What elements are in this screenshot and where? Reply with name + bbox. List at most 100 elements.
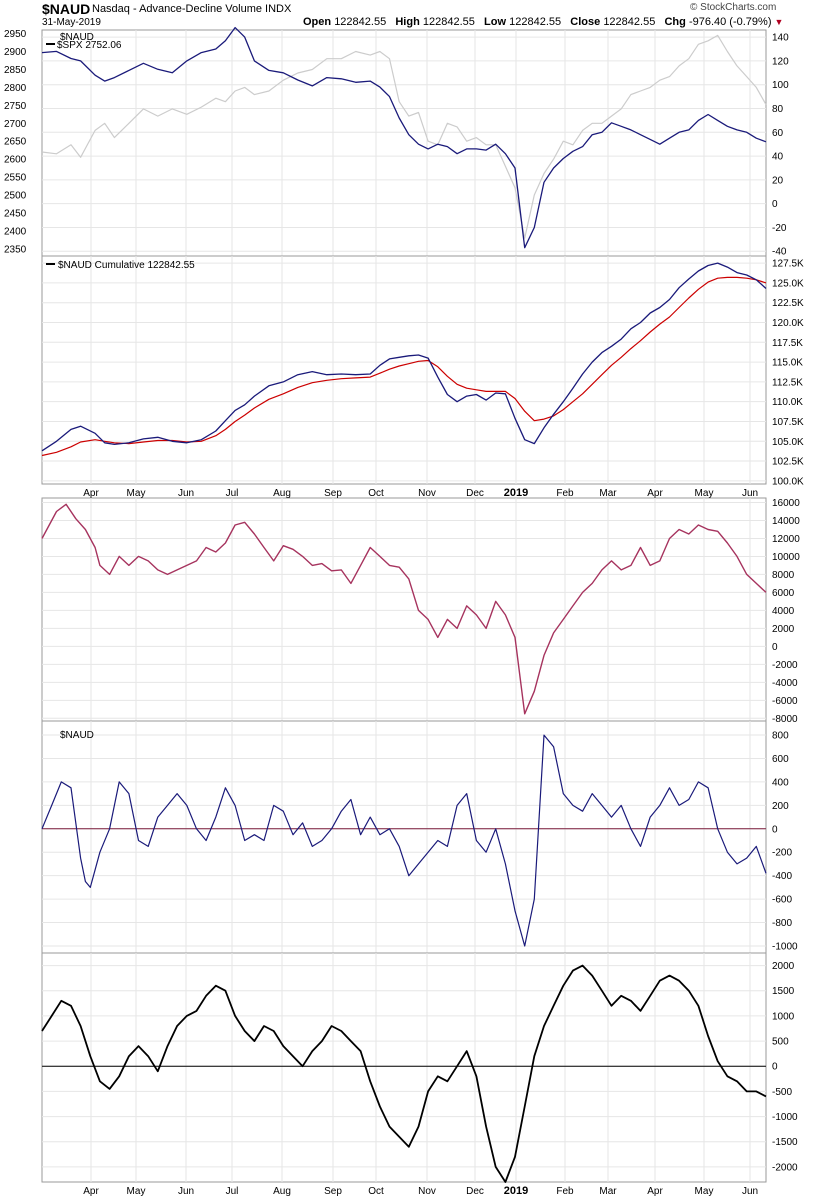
x-tick-label: Nov <box>418 488 436 499</box>
symbol-description: Nasdaq - Advance-Decline Volume INDX <box>92 3 291 15</box>
symbol-name: Nasdaq - Advance-Decline Volume <box>92 3 262 15</box>
left-tick-label: 2500 <box>4 191 27 202</box>
left-tick-label: 2900 <box>4 47 27 58</box>
x-tick-label: Dec <box>466 1186 484 1197</box>
panel-frame <box>41 497 767 722</box>
chg-value: -976.40 (-0.79%) <box>688 16 772 28</box>
right-tick-label: 12000 <box>772 534 800 545</box>
right-tick-label: 0 <box>772 199 778 210</box>
right-tick-label: 120 <box>772 56 789 67</box>
panel-cumulative: 127.5K 125.0K 122.5K 120.0K 117.5K 115.0K 112.… <box>41 255 804 487</box>
smoothed-series-line <box>41 964 767 1183</box>
x-tick-label: May <box>127 1186 146 1197</box>
x-tick-label: Sep <box>324 1186 342 1197</box>
chart-date: 31-May-2019 <box>42 17 101 28</box>
right-tick-label: 120.0K <box>772 318 804 329</box>
chart-header: $NAUD Nasdaq - Advance-Decline Volume IN… <box>0 0 820 30</box>
naud-series-line <box>41 26 767 249</box>
right-tick-label: 8000 <box>772 570 795 581</box>
left-tick-label: 2850 <box>4 65 27 76</box>
right-tick-label: 2000 <box>772 624 795 635</box>
right-tick-label: 16000 <box>772 498 800 509</box>
close-label: Close <box>570 16 601 28</box>
right-tick-label: 1500 <box>772 986 795 997</box>
right-tick-label: -1500 <box>772 1137 798 1148</box>
legend-label: $SPX 2752.06 <box>57 40 122 51</box>
open-label: Open <box>303 16 332 28</box>
chg-label: Chg <box>664 16 686 28</box>
right-tick-label: 115.0K <box>772 358 803 369</box>
right-tick-label: -40 <box>772 247 787 258</box>
right-tick-label: 1000 <box>772 1011 795 1022</box>
right-tick-label: 110.0K <box>772 397 803 408</box>
right-tick-label: 100 <box>772 80 789 91</box>
brand-logo[interactable]: © StockCharts.com <box>690 2 777 13</box>
moving-average-line <box>41 276 767 457</box>
ohlc-readout: Open 122842.55 High 122842.55 Low 122842… <box>303 16 783 28</box>
x-tick-label: Apr <box>647 1186 663 1197</box>
oscillator-series-line <box>41 503 767 715</box>
right-tick-label: -200 <box>772 848 792 859</box>
x-tick-label: Jun <box>178 1186 194 1197</box>
right-tick-label: 200 <box>772 801 789 812</box>
x-tick-label: Apr <box>83 1186 99 1197</box>
x-tick-label: Jul <box>226 488 239 499</box>
left-tick-label: 2450 <box>4 208 27 219</box>
x-tick-label: Jun <box>742 488 758 499</box>
x-tick-label: Apr <box>83 488 99 499</box>
right-tick-label: 125.0K <box>772 278 804 289</box>
left-tick-label: 2550 <box>4 173 27 184</box>
right-tick-label: 0 <box>772 1062 778 1073</box>
panel-oscillator: 16000 14000 12000 10000 8000 6000 4000 2000 0 -20… <box>41 497 800 725</box>
right-tick-label: 14000 <box>772 516 800 527</box>
cumulative-series-line <box>41 262 767 452</box>
right-tick-label: -20 <box>772 223 787 234</box>
x-tick-label: Apr <box>647 488 663 499</box>
x-tick-label: Oct <box>368 1186 384 1197</box>
panel-daily: 800 600 400 200 0 -200 -400 -600 -800 -1000 $NAUD <box>41 720 798 954</box>
right-tick-label: 127.5K <box>772 259 804 270</box>
x-tick-label: Aug <box>273 488 291 499</box>
low-label: Low <box>484 16 507 28</box>
x-tick-label: Aug <box>273 1186 291 1197</box>
x-tick-label: Feb <box>556 488 574 499</box>
left-tick-label: 2800 <box>4 83 27 94</box>
right-tick-label: 800 <box>772 731 789 742</box>
x-tick-label: Oct <box>368 488 384 499</box>
panel-frame <box>41 720 767 954</box>
panel-smoothed: 2000 1500 1000 500 0 -500 -1000 -1500 -2000 <box>41 952 798 1183</box>
panel-frame <box>41 29 767 257</box>
left-tick-label: 2650 <box>4 137 27 148</box>
right-tick-label: 112.5K <box>772 377 803 388</box>
right-tick-label: 500 <box>772 1037 789 1048</box>
x-tick-label: Mar <box>599 1186 617 1197</box>
legend-label: $NAUD <box>60 730 94 741</box>
right-tick-label: 122.5K <box>772 298 804 309</box>
right-tick-label: 4000 <box>772 606 795 617</box>
right-tick-label: 107.5K <box>772 417 804 428</box>
right-tick-label: 2000 <box>772 961 795 972</box>
left-tick-label: 2400 <box>4 226 27 237</box>
right-tick-label: 40 <box>772 152 784 163</box>
right-tick-label: 80 <box>772 104 784 115</box>
high-label: High <box>395 16 420 28</box>
x-tick-label: 2019 <box>504 1185 528 1197</box>
close-value: 122842.55 <box>603 16 656 28</box>
right-tick-label: 10000 <box>772 552 800 563</box>
panel-price: 140 120 100 80 60 40 20 0 -20 -40 2950 2900 2850 2800… <box>4 26 789 258</box>
x-tick-label: Jun <box>742 1186 758 1197</box>
x-tick-label: Mar <box>599 488 617 499</box>
symbol-title: $NAUD <box>42 1 91 17</box>
right-tick-label: 100.0K <box>772 476 804 487</box>
left-tick-label: 2950 <box>4 29 27 40</box>
right-tick-label: -2000 <box>772 660 798 671</box>
right-tick-label: 102.5K <box>772 457 804 468</box>
x-tick-label: Jul <box>226 1186 239 1197</box>
x-tick-label: May <box>695 488 714 499</box>
spx-series-line <box>41 34 767 239</box>
right-tick-label: 117.5K <box>772 338 803 349</box>
legend-label: $NAUD <box>60 32 94 43</box>
right-tick-label: 140 <box>772 33 789 44</box>
daily-series-line <box>41 734 767 947</box>
right-tick-label: 0 <box>772 642 778 653</box>
